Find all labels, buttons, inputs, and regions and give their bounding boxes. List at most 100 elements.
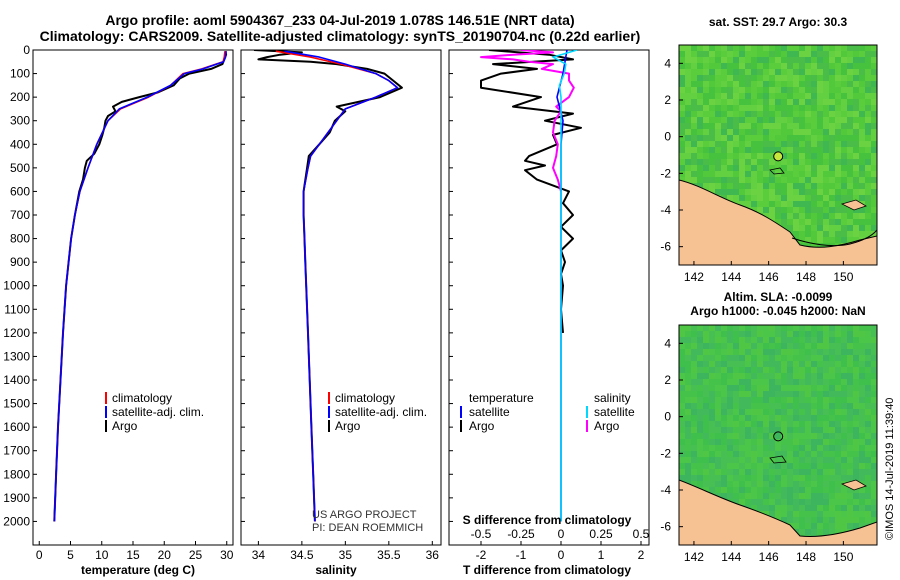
map-cell [769, 385, 775, 391]
map-cell [805, 129, 811, 135]
x-tick-label: 20 [158, 548, 172, 562]
map-cell [787, 397, 793, 403]
map-cell [703, 463, 709, 469]
map-cell [691, 87, 697, 93]
map-cell [853, 93, 859, 99]
map-cell [865, 171, 871, 177]
map-cell [703, 451, 709, 457]
map-cell [787, 451, 793, 457]
map-cell [745, 195, 751, 201]
map-cell [751, 355, 757, 361]
map-cell [853, 99, 859, 105]
map-cell [733, 463, 739, 469]
map-cell [757, 391, 763, 397]
map-cell [757, 57, 763, 63]
map-cell [721, 87, 727, 93]
map-cell [787, 511, 793, 517]
map-cell [733, 373, 739, 379]
map-cell [679, 355, 685, 361]
map-cell [763, 421, 769, 427]
map-cell [751, 99, 757, 105]
map-cell [679, 135, 685, 141]
map-cell [859, 421, 865, 427]
map-cell [853, 189, 859, 195]
map-cell [847, 63, 853, 69]
map-cell [823, 493, 829, 499]
map-cell [715, 51, 721, 57]
map-cell [715, 177, 721, 183]
map-cell [859, 129, 865, 135]
map-cell [721, 153, 727, 159]
map-cell [763, 63, 769, 69]
map-cell [751, 493, 757, 499]
map-cell [775, 481, 781, 487]
map-cell [847, 117, 853, 123]
map-cell [757, 493, 763, 499]
map-cell [781, 189, 787, 195]
map-cell [697, 415, 703, 421]
map-cell [859, 141, 865, 147]
map-cell [865, 349, 871, 355]
map-cell [859, 123, 865, 129]
map-cell [781, 105, 787, 111]
map-cell [823, 331, 829, 337]
map-cell [739, 361, 745, 367]
map-cell [679, 451, 685, 457]
map-cell [841, 349, 847, 355]
map-cell [853, 517, 859, 523]
map-cell [763, 189, 769, 195]
map-cell [865, 469, 871, 475]
map-cell [757, 63, 763, 69]
map-cell [751, 505, 757, 511]
map-cell [745, 385, 751, 391]
map-cell [829, 505, 835, 511]
map-cell [715, 343, 721, 349]
map-cell [757, 487, 763, 493]
map-cell [793, 439, 799, 445]
map-cell [793, 367, 799, 373]
map-cell [679, 45, 685, 51]
map-cell [709, 403, 715, 409]
map-cell [799, 427, 805, 433]
map-cell [739, 451, 745, 457]
map-cell [763, 487, 769, 493]
map-cell [823, 117, 829, 123]
map-cell [829, 105, 835, 111]
map-cell [835, 517, 841, 523]
map-cell [685, 397, 691, 403]
map-cell [727, 57, 733, 63]
map-cell [835, 63, 841, 69]
map-cell [751, 463, 757, 469]
map-cell [853, 207, 859, 213]
map-cell [793, 111, 799, 117]
map-cell [697, 391, 703, 397]
map-cell [703, 475, 709, 481]
map-cell [721, 325, 727, 331]
map-cell [793, 129, 799, 135]
map-cell [811, 231, 817, 237]
map-cell [769, 141, 775, 147]
map-cell [847, 93, 853, 99]
map-cell [847, 213, 853, 219]
map-cell [811, 93, 817, 99]
map-cell [859, 343, 865, 349]
map-cell [817, 93, 823, 99]
map-cell [697, 93, 703, 99]
map-cell [709, 105, 715, 111]
map-cell [829, 475, 835, 481]
map-cell [757, 129, 763, 135]
map-cell [763, 391, 769, 397]
map-cell [715, 397, 721, 403]
map-cell [817, 415, 823, 421]
map-cell [751, 481, 757, 487]
map-cell [733, 331, 739, 337]
map-cell [805, 111, 811, 117]
map-cell [781, 451, 787, 457]
map-cell [739, 493, 745, 499]
map-cell [679, 337, 685, 343]
salinity-satellite-line [284, 50, 399, 522]
map-cell [769, 87, 775, 93]
map-cell [793, 379, 799, 385]
map-cell [829, 379, 835, 385]
map-cell [739, 415, 745, 421]
